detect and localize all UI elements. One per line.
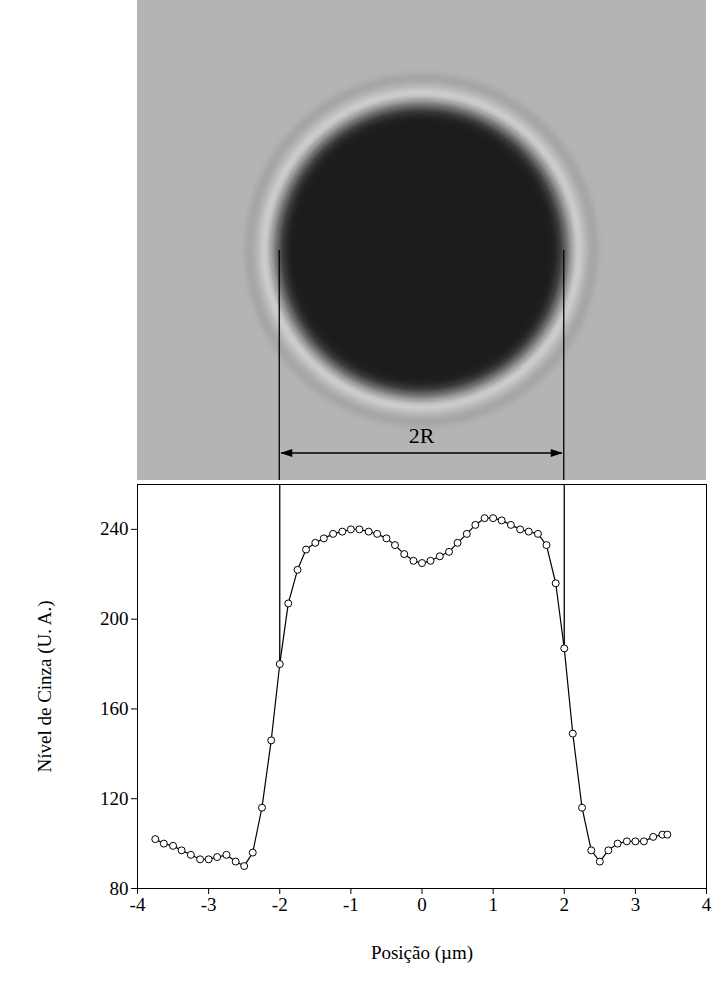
svg-text:1: 1	[488, 894, 498, 915]
svg-text:240: 240	[100, 518, 129, 539]
svg-text:-3: -3	[201, 894, 217, 915]
svg-text:-2: -2	[272, 894, 288, 915]
svg-text:120: 120	[100, 788, 129, 809]
svg-text:80: 80	[110, 878, 129, 899]
svg-text:-4: -4	[130, 894, 146, 915]
svg-text:2R: 2R	[409, 423, 435, 448]
svg-text:160: 160	[100, 698, 129, 719]
svg-text:4: 4	[702, 894, 712, 915]
svg-text:Posição (µm): Posição (µm)	[371, 942, 473, 964]
svg-text:3: 3	[631, 894, 641, 915]
svg-text:-1: -1	[343, 894, 359, 915]
svg-text:200: 200	[100, 608, 129, 629]
svg-text:Nível de Cinza (U. A.): Nível de Cinza (U. A.)	[34, 600, 56, 772]
svg-text:0: 0	[417, 894, 427, 915]
svg-text:2: 2	[560, 894, 570, 915]
